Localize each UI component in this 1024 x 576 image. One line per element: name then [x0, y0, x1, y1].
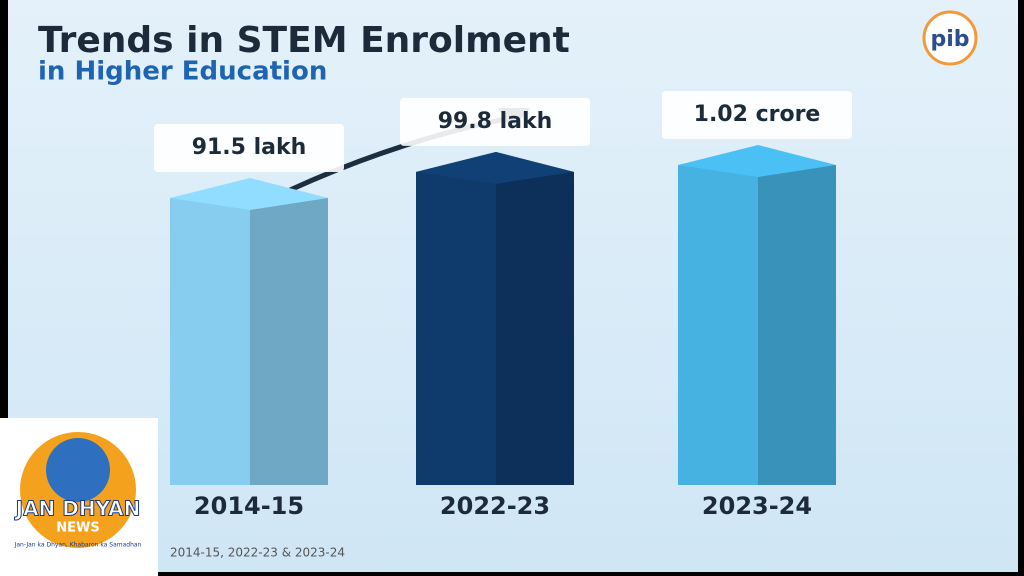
pib-logo: pib	[930, 27, 969, 52]
x-tick-label: 2022-23	[440, 492, 550, 520]
value-label-box	[662, 91, 852, 139]
bar	[416, 151, 574, 485]
bar-top	[170, 177, 328, 210]
value-label-box	[154, 123, 344, 172]
value-label: 99.8 lakh	[438, 109, 553, 134]
x-tick-label: 2023-24	[702, 492, 812, 520]
watermark-tagline: Jan-Jan ka Dhyan, Khabaron ka Samadhan	[14, 542, 142, 549]
bar-top	[678, 145, 836, 177]
logo-ring	[922, 10, 978, 66]
bar-front	[170, 197, 250, 486]
bar-side	[758, 165, 836, 485]
chart-subtitle: in Higher Education	[38, 57, 327, 87]
bar-side	[250, 197, 328, 486]
value-label-box	[400, 97, 590, 146]
x-tick-label: 2014-15	[194, 492, 304, 520]
chart-title: Trends in STEM Enrolment	[38, 20, 570, 61]
value-label: 1.02 crore	[694, 102, 821, 127]
watermark-globe	[46, 438, 110, 502]
watermark-sub: NEWS	[56, 521, 99, 536]
value-label: 91.5 lakh	[192, 135, 307, 160]
bar-top	[416, 151, 574, 184]
bar-side	[496, 171, 574, 485]
bar-front	[678, 165, 758, 485]
bar	[678, 145, 836, 485]
bar-front	[416, 171, 496, 485]
bar	[170, 177, 328, 486]
footnote: 2014-15, 2022-23 & 2023-24	[170, 546, 345, 560]
watermark-name: JAN DHYAN	[14, 497, 141, 521]
